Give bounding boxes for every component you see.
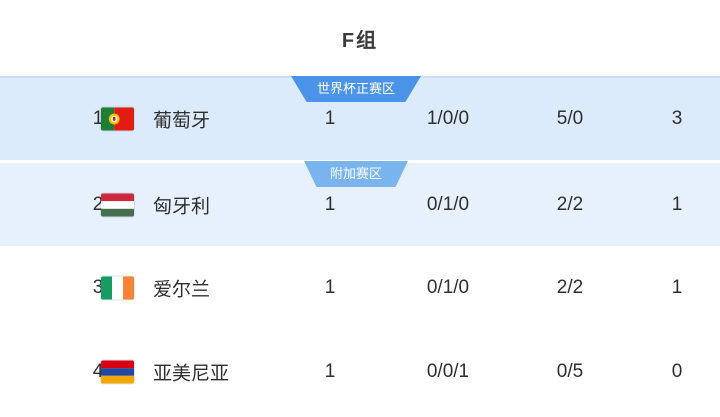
table-row-armenia[interactable]: 4 亚美尼亚 1 0/0/1 0/5 0 bbox=[0, 330, 720, 414]
points-cell: 0 bbox=[671, 361, 683, 382]
goals-cell: 2/2 bbox=[556, 193, 584, 215]
win-draw-loss-cell: 1/0/0 bbox=[426, 108, 470, 129]
goals-cell: 5/0 bbox=[556, 108, 584, 129]
team-name: 匈牙利 bbox=[153, 196, 211, 217]
group-title: F组 bbox=[341, 29, 379, 52]
group-header: F组 bbox=[0, 0, 720, 76]
points-cell: 3 bbox=[671, 108, 683, 129]
goals-cell: 0/5 bbox=[556, 361, 584, 382]
played-cell: 1 bbox=[324, 108, 336, 129]
win-draw-loss-cell: 0/0/1 bbox=[426, 361, 470, 382]
rank-cell: 1 bbox=[92, 108, 104, 129]
win-draw-loss-cell: 0/1/0 bbox=[426, 277, 470, 298]
points-cell: 1 bbox=[671, 277, 683, 298]
team-name: 亚美尼亚 bbox=[153, 363, 230, 385]
points-cell: 1 bbox=[671, 193, 683, 215]
played-cell: 1 bbox=[324, 277, 336, 298]
team-name: 爱尔兰 bbox=[153, 279, 211, 301]
win-draw-loss-cell: 0/1/0 bbox=[426, 193, 470, 215]
table-row-ireland[interactable]: 3 爱尔兰 1 0/1/0 2/2 1 bbox=[0, 246, 720, 330]
standings-table: 世界杯正赛区 1 葡萄牙 1 1/0/0 5/0 3 附加赛区 2 bbox=[0, 76, 720, 414]
table-row-hungary[interactable]: 附加赛区 2 匈牙利 1 0/1/0 2/2 1 bbox=[0, 161, 720, 246]
armenia-flag-icon bbox=[101, 360, 134, 384]
rank-cell: 3 bbox=[92, 277, 104, 298]
team-name: 葡萄牙 bbox=[153, 110, 211, 132]
table-row-portugal[interactable]: 世界杯正赛区 1 葡萄牙 1 1/0/0 5/0 3 bbox=[0, 76, 720, 160]
goals-cell: 2/2 bbox=[556, 277, 584, 298]
playoff-zone-badge: 附加赛区 bbox=[303, 161, 409, 187]
played-cell: 1 bbox=[324, 193, 336, 215]
rank-cell: 4 bbox=[92, 361, 104, 382]
ireland-flag-icon bbox=[101, 276, 134, 300]
portugal-flag-icon bbox=[101, 107, 134, 131]
world-cup-zone-badge: 世界杯正赛区 bbox=[290, 76, 422, 102]
played-cell: 1 bbox=[324, 361, 336, 382]
rank-cell: 2 bbox=[92, 193, 104, 215]
hungary-flag-icon bbox=[101, 193, 134, 216]
